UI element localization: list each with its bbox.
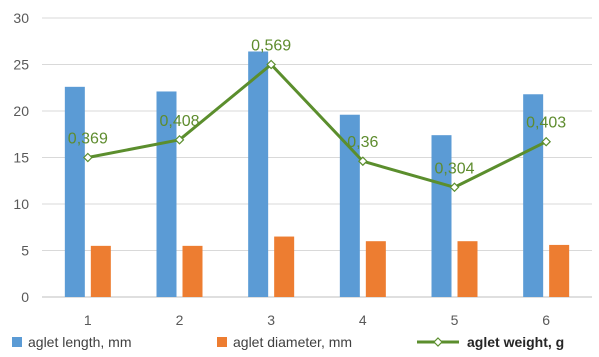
x-tick-label: 2 [176,312,184,328]
bar [431,135,452,297]
y-tick-label: 5 [21,243,29,259]
x-tick-label: 5 [451,312,459,328]
legend-swatch [12,337,22,347]
y-tick-label: 25 [13,57,29,73]
bar [274,236,295,297]
x-tick-label: 3 [267,312,275,328]
y-axis: 0 5 10 15 20 25 30 [13,10,29,305]
line-marker [266,59,277,70]
legend: aglet length, mm aglet diameter, mm aglet … [12,334,564,350]
bar [182,245,203,297]
data-label: 0,569 [251,38,291,55]
legend-label: aglet diameter, mm [233,334,352,350]
data-labels: 0,369 0,408 0,569 0,36 0,304 0,403 [68,38,566,178]
bars [64,51,570,298]
line-marker [449,182,460,193]
series-line [87,63,547,189]
bar [457,241,478,297]
legend-label: aglet weight, g [467,334,564,350]
y-tick-label: 0 [21,289,29,305]
bar [248,51,269,298]
x-tick-label: 1 [84,312,92,328]
x-tick-label: 4 [359,312,367,328]
weight-line [82,59,552,193]
legend-marker [433,337,443,347]
x-axis: 1 2 3 4 5 6 [84,312,550,328]
line-marker [82,152,93,163]
line-marker [541,136,552,147]
data-label: 0,304 [434,160,474,177]
line-marker [174,134,185,145]
y-tick-label: 15 [13,150,29,166]
bar [549,244,570,297]
bar [90,245,111,297]
y-tick-label: 10 [13,196,29,212]
data-label: 0,369 [68,131,108,148]
data-label: 0,403 [526,115,566,132]
y-tick-label: 30 [13,10,29,26]
bar [339,114,360,297]
y-tick-label: 20 [13,103,29,119]
bar [64,86,85,297]
data-label: 0,408 [159,113,199,130]
data-label: 0,36 [347,134,378,151]
line-marker [357,156,368,167]
bar [365,241,386,297]
gridlines [42,17,592,298]
legend-label: aglet length, mm [28,334,132,350]
legend-swatch [217,337,227,347]
x-tick-label: 6 [542,312,550,328]
